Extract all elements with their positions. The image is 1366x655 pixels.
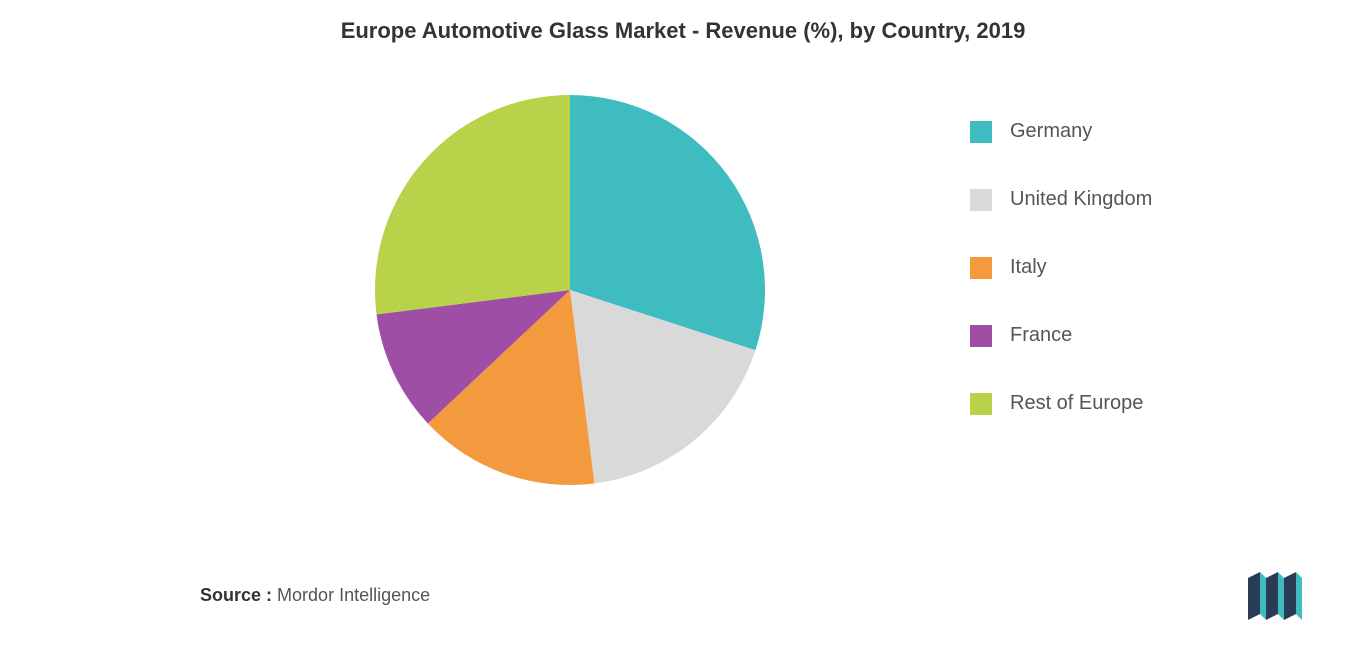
pie-chart [370, 90, 770, 490]
pie-svg [370, 90, 770, 490]
legend-label: Germany [1010, 120, 1092, 143]
legend-label: Italy [1010, 256, 1047, 279]
source-value: Mordor Intelligence [277, 585, 430, 605]
legend-swatch [970, 257, 992, 279]
legend-item-1: United Kingdom [970, 188, 1152, 211]
legend-swatch [970, 393, 992, 415]
legend-item-0: Germany [970, 120, 1152, 143]
logo-svg [1246, 570, 1326, 620]
chart-title: Europe Automotive Glass Market - Revenue… [0, 0, 1366, 44]
pie-slice-4 [375, 95, 570, 314]
legend-item-4: Rest of Europe [970, 392, 1152, 415]
legend-item-2: Italy [970, 256, 1152, 279]
logo [1246, 570, 1326, 625]
legend-swatch [970, 189, 992, 211]
legend-swatch [970, 325, 992, 347]
legend: Germany United Kingdom Italy France Rest of … [970, 120, 1152, 415]
legend-item-3: France [970, 324, 1152, 347]
source-label: Source : [200, 585, 272, 605]
legend-label: Rest of Europe [1010, 392, 1143, 415]
legend-label: France [1010, 324, 1072, 347]
legend-swatch [970, 121, 992, 143]
source-line: Source : Mordor Intelligence [200, 585, 430, 606]
legend-label: United Kingdom [1010, 188, 1152, 211]
